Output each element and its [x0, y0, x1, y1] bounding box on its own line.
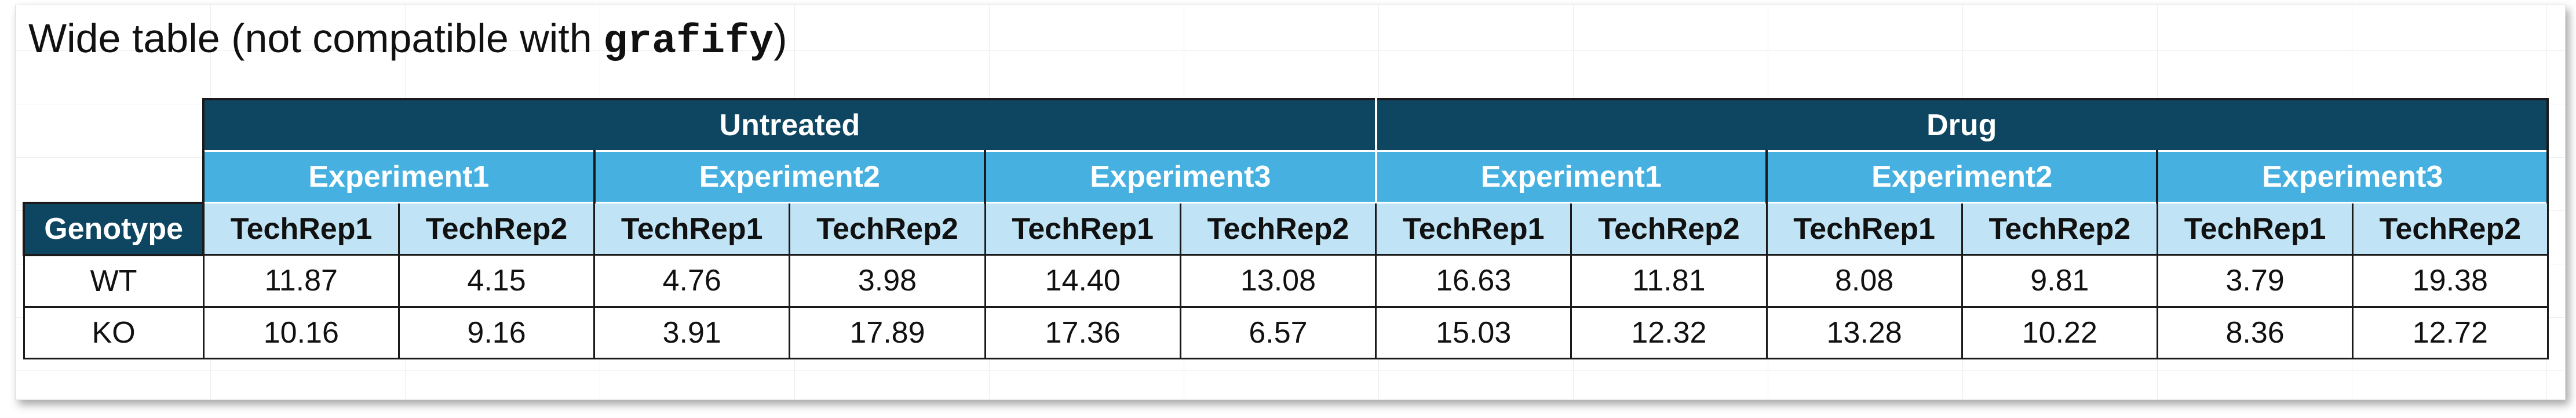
screenshot-panel: Wide table (not compatible with grafify)… [15, 5, 2566, 400]
value-cell: 17.89 [789, 306, 986, 359]
techrep-header: TechRep2 [2352, 202, 2549, 256]
corner-blank-cell [24, 151, 203, 203]
value-cell: 16.63 [1375, 254, 1572, 308]
table-row-ko: KO 10.16 9.16 3.91 17.89 17.36 6.57 15.0… [23, 306, 2549, 359]
value-cell: 10.16 [202, 306, 400, 359]
value-cell: 3.91 [593, 306, 791, 359]
techrep-header: TechRep2 [1961, 202, 2158, 256]
value-cell: 13.28 [1765, 306, 1963, 359]
genotype-column-header: Genotype [22, 201, 205, 256]
techrep-header: TechRep2 [789, 202, 986, 256]
value-cell: 4.76 [593, 254, 791, 308]
experiment-header: Experiment1 [1374, 151, 1768, 203]
experiment-header: Experiment3 [2156, 151, 2549, 203]
title-code: grafify [603, 19, 774, 65]
value-cell: 8.08 [1765, 254, 1963, 308]
title-suffix: ) [773, 16, 787, 61]
techrep-header: TechRep1 [1375, 202, 1572, 256]
value-cell: 17.36 [984, 306, 1181, 359]
value-cell: 15.03 [1375, 306, 1572, 359]
page-title: Wide table (not compatible with grafify) [28, 18, 787, 63]
treatment-header-row: Untreated Drug [24, 98, 2549, 152]
value-cell: 14.40 [984, 254, 1181, 308]
value-cell: 12.72 [2352, 306, 2549, 359]
techrep-header: TechRep2 [1570, 202, 1768, 256]
value-cell: 12.32 [1570, 306, 1768, 359]
techrep-header: TechRep1 [593, 202, 791, 256]
table-row-wt: WT 11.87 4.15 4.76 3.98 14.40 13.08 16.6… [23, 254, 2549, 308]
genotype-cell: KO [23, 306, 205, 359]
value-cell: 4.15 [397, 254, 596, 308]
value-cell: 19.38 [2352, 254, 2549, 308]
experiment-header-row: Experiment1 Experiment2 Experiment3 Expe… [24, 151, 2549, 203]
value-cell: 9.81 [1961, 254, 2158, 308]
experiment-header: Experiment2 [593, 151, 987, 203]
value-cell: 6.57 [1179, 306, 1377, 359]
value-cell: 3.98 [789, 254, 986, 308]
techrep-header: TechRep1 [202, 202, 400, 256]
genotype-cell: WT [23, 254, 205, 308]
corner-blank-cell [24, 99, 203, 151]
value-cell: 9.16 [397, 306, 596, 359]
techrep-header: TechRep1 [2156, 202, 2354, 256]
techrep-header: TechRep2 [1179, 202, 1377, 256]
value-cell: 3.79 [2156, 254, 2354, 308]
title-prefix: Wide table (not compatible with [28, 16, 604, 61]
experiment-header: Experiment1 [202, 151, 596, 203]
wide-data-table: Untreated Drug Experiment1 Experiment2 E… [22, 98, 2549, 359]
value-cell: 10.22 [1961, 306, 2158, 359]
value-cell: 8.36 [2156, 306, 2354, 359]
treatment-header-untreated: Untreated [202, 98, 1377, 152]
treatment-header-drug: Drug [1374, 98, 2549, 152]
techrep-header: TechRep2 [397, 202, 596, 256]
value-cell: 13.08 [1179, 254, 1377, 308]
experiment-header: Experiment3 [984, 151, 1377, 203]
experiment-header: Experiment2 [1765, 151, 2159, 203]
techrep-header-row: Genotype TechRep1 TechRep2 TechRep1 Tech… [22, 201, 2549, 256]
techrep-header: TechRep1 [1765, 202, 1963, 256]
value-cell: 11.87 [202, 254, 400, 308]
techrep-header: TechRep1 [984, 202, 1181, 256]
value-cell: 11.81 [1570, 254, 1768, 308]
